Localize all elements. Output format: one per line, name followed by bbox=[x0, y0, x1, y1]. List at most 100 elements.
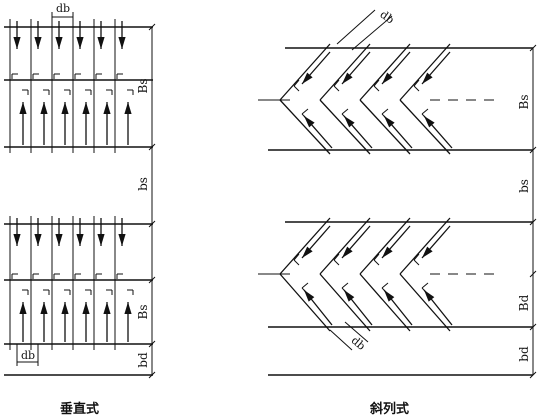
o2-br-d-0 bbox=[301, 282, 309, 289]
o-dim-tick-2 bbox=[529, 218, 537, 226]
o1-lower-stall-2 bbox=[359, 99, 411, 155]
v-dim-tick-4 bbox=[148, 340, 156, 348]
o-db-bottom-ext-b bbox=[344, 321, 369, 343]
o-dim-tick-1 bbox=[529, 146, 537, 154]
o1-upper-arrow-3-head bbox=[422, 72, 433, 84]
o2-upper-arrow-0-head bbox=[302, 246, 313, 258]
v2-up-arrow-1-head bbox=[40, 302, 48, 314]
o2-br-b-1 bbox=[333, 259, 340, 266]
v1-down-arrow-1-head bbox=[34, 37, 42, 49]
o-dim-tick-3 bbox=[529, 270, 537, 278]
v1-down-arrow-4-head bbox=[97, 37, 105, 49]
o2-upper-arrow-1-head bbox=[342, 246, 353, 258]
o1-br-a-0 bbox=[293, 79, 300, 87]
o1-lower-stall-1 bbox=[319, 99, 371, 155]
v2-up-arrow-5-head bbox=[124, 302, 132, 314]
o2-lower-stall-3 bbox=[399, 273, 451, 332]
v-label-Bs-2: Bs bbox=[136, 305, 150, 320]
o-label-db-top: db bbox=[378, 8, 397, 27]
o1-br-c-0 bbox=[301, 113, 309, 121]
o2-br-b-3 bbox=[413, 259, 420, 266]
o1-br-b-1 bbox=[333, 85, 340, 92]
o1-br-b-0 bbox=[293, 85, 300, 92]
v2-down-arrow-2-head bbox=[55, 234, 63, 246]
o-label-Bd: Bd bbox=[517, 294, 531, 311]
o1-upper-arrow-0-head bbox=[302, 72, 313, 84]
o2-br-d-2 bbox=[381, 282, 389, 289]
o-dim-tick-5 bbox=[529, 371, 537, 379]
o1-br-a-1 bbox=[333, 79, 340, 87]
o1-br-d-2 bbox=[381, 108, 389, 115]
caption-vertical: 垂直式 bbox=[60, 402, 100, 417]
v2-down-arrow-4-head bbox=[97, 234, 105, 246]
o2-br-c-1 bbox=[341, 287, 349, 295]
o-label-bs: bs bbox=[517, 179, 531, 193]
o2-br-d-1 bbox=[341, 282, 349, 289]
o-label-Bs: Bs bbox=[517, 95, 531, 110]
v2-up-arrow-3-head bbox=[82, 302, 90, 314]
o1-br-b-2 bbox=[373, 85, 380, 92]
o1-lower-stall-3 bbox=[399, 99, 451, 155]
o2-upper-arrow-2-head bbox=[382, 246, 393, 258]
o2-lower-stall-0 bbox=[279, 273, 331, 332]
v1-down-arrow-3-head bbox=[76, 37, 84, 49]
o1-upper-stall-0 bbox=[279, 43, 331, 101]
v-label-db-top: db bbox=[56, 2, 70, 15]
v-dim-tick-0 bbox=[148, 23, 156, 31]
o2-br-a-3 bbox=[413, 253, 420, 261]
o2-br-c-3 bbox=[421, 287, 429, 295]
v2-down-arrow-0-head bbox=[13, 234, 21, 246]
o2-br-c-2 bbox=[381, 287, 389, 295]
o1-br-c-1 bbox=[341, 113, 349, 121]
v1-up-arrow-5-head bbox=[124, 102, 132, 114]
o-label-bd: bd bbox=[517, 346, 531, 362]
v1-up-arrow-1-head bbox=[40, 102, 48, 114]
o1-br-d-1 bbox=[341, 108, 349, 115]
o2-br-b-0 bbox=[293, 259, 300, 266]
caption-oblique: 斜列式 bbox=[370, 402, 410, 417]
o2-lower-stall-1 bbox=[319, 273, 371, 332]
o-db-top-ext-a bbox=[336, 9, 376, 45]
o2-upper-stall-2 bbox=[359, 217, 411, 275]
o2-br-a-2 bbox=[373, 253, 380, 261]
o1-upper-stall-1 bbox=[319, 43, 371, 101]
v2-up-arrow-0-head bbox=[19, 302, 27, 314]
v2-down-arrow-5-head bbox=[118, 234, 126, 246]
o2-br-a-1 bbox=[333, 253, 340, 261]
o1-br-a-3 bbox=[413, 79, 420, 87]
o-db-bottom-ext-a bbox=[329, 329, 353, 351]
o1-br-b-3 bbox=[413, 85, 420, 92]
o2-upper-arrow-3-head bbox=[422, 246, 433, 258]
o2-upper-stall-3 bbox=[399, 217, 451, 275]
v1-up-arrow-4-head bbox=[103, 102, 111, 114]
o2-br-b-2 bbox=[373, 259, 380, 266]
v2-up-arrow-4-head bbox=[103, 302, 111, 314]
v1-up-arrow-3-head bbox=[82, 102, 90, 114]
v2-down-arrow-1-head bbox=[34, 234, 42, 246]
v-label-Bs-1: Bs bbox=[136, 79, 150, 94]
o1-lower-stall-0 bbox=[279, 99, 331, 155]
o2-br-d-3 bbox=[421, 282, 429, 289]
o-dim-tick-4 bbox=[529, 323, 537, 331]
o1-upper-arrow-1-head bbox=[342, 72, 353, 84]
o1-br-c-3 bbox=[421, 113, 429, 121]
v-label-bd: bd bbox=[136, 352, 150, 368]
v2-up-arrow-2-head bbox=[61, 302, 69, 314]
v-dim-tick-3 bbox=[148, 276, 156, 284]
v1-up-arrow-2-head bbox=[61, 102, 69, 114]
o1-upper-stall-2 bbox=[359, 43, 411, 101]
o2-br-c-0 bbox=[301, 287, 309, 295]
v1-down-arrow-5-head bbox=[118, 37, 126, 49]
v-label-db-bottom: db bbox=[21, 349, 35, 362]
v1-up-arrow-0-head bbox=[19, 102, 27, 114]
o1-upper-arrow-2-head bbox=[382, 72, 393, 84]
v-dim-tick-2 bbox=[148, 220, 156, 228]
o-db-top-ext-b bbox=[351, 15, 393, 51]
o2-upper-stall-0 bbox=[279, 217, 331, 275]
v-dim-tick-1 bbox=[148, 143, 156, 151]
o-dim-tick-0 bbox=[529, 44, 537, 52]
v1-down-arrow-2-head bbox=[55, 37, 63, 49]
o1-br-d-3 bbox=[421, 108, 429, 115]
o2-br-a-0 bbox=[293, 253, 300, 261]
